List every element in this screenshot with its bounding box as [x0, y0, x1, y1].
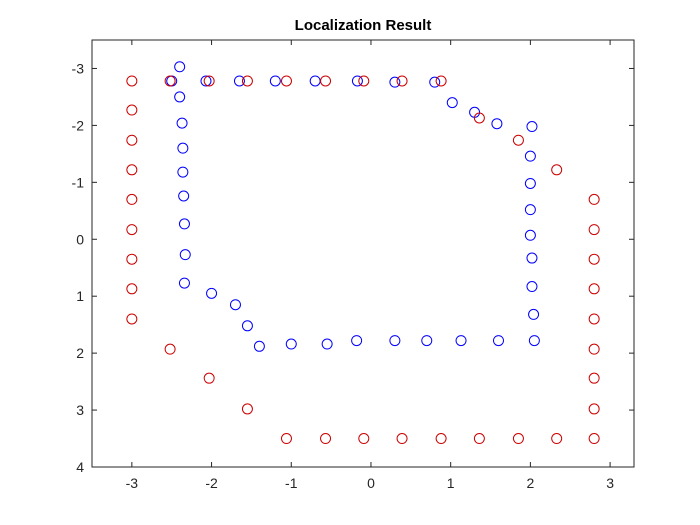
- series-1-point: [528, 308, 540, 320]
- series-2-point: [241, 75, 253, 87]
- series-2-point: [588, 283, 600, 295]
- y-tick-label: -3: [72, 60, 85, 76]
- series-1-point: [233, 75, 245, 87]
- series-2-point: [588, 372, 600, 384]
- y-tick-label: 3: [76, 402, 84, 418]
- series-1-point: [174, 91, 186, 103]
- series-2-point: [126, 164, 138, 176]
- x-tick-label: 3: [606, 475, 614, 491]
- series-1-point: [528, 335, 540, 347]
- series-1-point: [421, 335, 433, 347]
- series-1-point: [176, 117, 188, 129]
- series-2-point: [126, 193, 138, 205]
- series-1-point: [526, 121, 538, 133]
- series-2-point: [241, 403, 253, 415]
- y-tick-label: 1: [76, 288, 84, 304]
- series-2-point: [435, 433, 447, 445]
- series-2-point: [164, 75, 176, 87]
- x-tick-label: 1: [447, 475, 455, 491]
- x-tick-label: 0: [367, 475, 375, 491]
- series-2-point: [126, 253, 138, 265]
- series-2-point: [396, 433, 408, 445]
- series-2-point: [396, 75, 408, 87]
- series-2-point: [588, 403, 600, 415]
- series-1-point: [351, 75, 363, 87]
- series-2-point: [358, 433, 370, 445]
- series-1-point: [493, 335, 504, 347]
- series-1-point: [524, 177, 536, 189]
- marks-layer: [126, 61, 600, 445]
- series-1-point: [178, 190, 190, 202]
- series-2-point: [280, 433, 292, 445]
- series-2-point: [126, 75, 138, 87]
- series-2-point: [588, 433, 600, 445]
- y-tick-label: 0: [76, 231, 84, 247]
- series-1-point: [455, 335, 467, 347]
- series-1-point: [524, 150, 536, 162]
- series-1-point: [177, 166, 189, 178]
- y-tick-label: 2: [76, 345, 84, 361]
- series-2-point: [551, 433, 563, 445]
- y-tick-label: 4: [76, 459, 84, 475]
- series-1-point: [177, 142, 189, 154]
- series-1-point: [491, 118, 503, 130]
- series-1-point: [229, 299, 241, 311]
- x-tick-label: -1: [285, 475, 298, 491]
- series-1-point: [178, 277, 190, 289]
- series-1-point: [178, 218, 190, 230]
- y-tick-label: -1: [72, 174, 85, 190]
- series-2-point: [164, 343, 176, 355]
- series-2-point: [126, 313, 138, 325]
- axes-box: [91, 39, 635, 468]
- series-2-point: [126, 134, 138, 146]
- series-2-point: [320, 75, 332, 87]
- series-2-point: [512, 134, 524, 146]
- series-1-point: [351, 335, 363, 347]
- y-tick-label: -2: [72, 117, 85, 133]
- x-tick-label: -3: [126, 475, 139, 491]
- series-1-point: [200, 75, 212, 87]
- series-1-point: [253, 340, 265, 352]
- series-2-point: [203, 75, 215, 87]
- series-2-point: [588, 313, 600, 325]
- series-1-point: [179, 249, 191, 261]
- series-2-point: [551, 164, 563, 176]
- series-1-point: [446, 97, 458, 109]
- series-1-point: [285, 338, 297, 350]
- series-1-point: [389, 335, 401, 347]
- series-2-point: [358, 75, 370, 87]
- series-1-point: [526, 252, 538, 264]
- series-1-point: [524, 229, 536, 241]
- series-2-point: [588, 343, 600, 355]
- series-1-point: [241, 320, 253, 332]
- series-1-point: [269, 75, 281, 87]
- series-2-point: [280, 75, 292, 87]
- series-1-point: [174, 61, 186, 73]
- ticks-layer: -3 -2 -1 0 1 2 3 -3 -2 -1 0 1 2 3 4: [72, 40, 634, 491]
- series-2-point: [126, 104, 138, 116]
- series-2-point: [126, 224, 138, 236]
- series-2-point: [588, 253, 600, 265]
- series-1-point: [429, 76, 441, 88]
- series-2-point: [435, 75, 447, 87]
- series-2-point: [473, 433, 485, 445]
- chart-title: Localization Result: [295, 17, 432, 34]
- series-2-point: [588, 224, 600, 236]
- series-1-point: [526, 281, 538, 293]
- series-1-point: [206, 287, 218, 299]
- series-2-point: [126, 283, 138, 295]
- series-1-point: [524, 204, 536, 216]
- series-2-point: [512, 433, 524, 445]
- series-2-point: [203, 372, 215, 384]
- series-2-point: [588, 193, 600, 205]
- series-2-point: [320, 433, 332, 445]
- x-tick-label: 2: [526, 475, 534, 491]
- series-1-point: [389, 76, 401, 88]
- series-2-point: [473, 112, 485, 124]
- series-1-point: [321, 338, 333, 350]
- x-tick-label: -2: [205, 475, 218, 491]
